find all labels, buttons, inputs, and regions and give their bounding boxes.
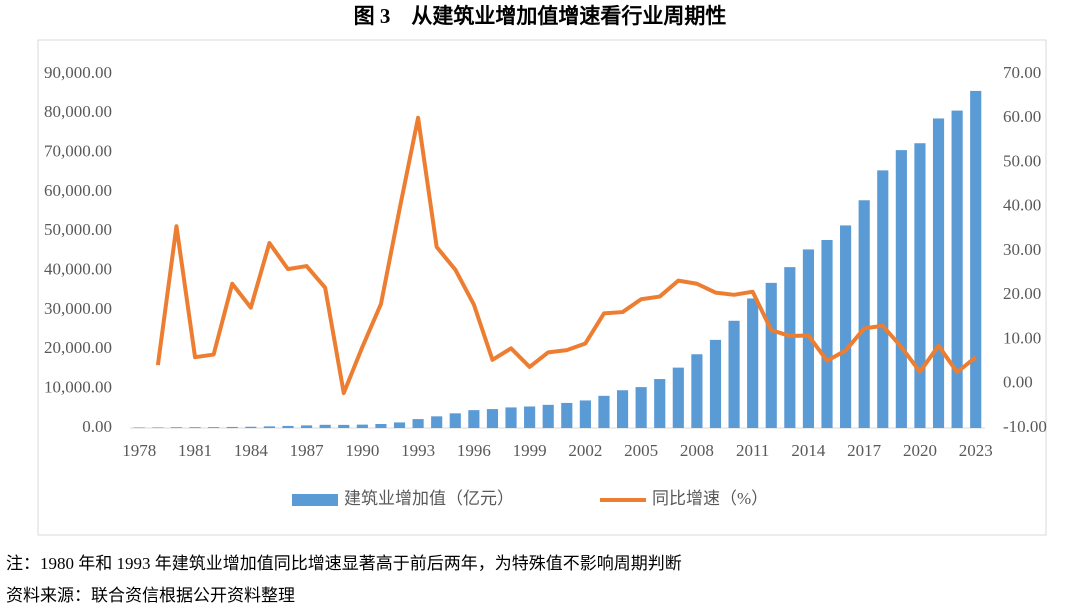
- x-tick-label: 2005: [624, 441, 658, 460]
- y2-tick-label: 40.00: [1003, 196, 1041, 215]
- y2-tick-label: 30.00: [1003, 240, 1041, 259]
- y-tick-label: 20,000.00: [44, 338, 112, 357]
- bar: [356, 424, 368, 428]
- x-tick-label: 2011: [736, 441, 769, 460]
- y-tick-label: 10,000.00: [44, 378, 112, 397]
- bar: [133, 427, 145, 428]
- bar: [598, 395, 610, 428]
- legend-label: 同比增速（%）: [652, 489, 768, 508]
- bar: [226, 426, 238, 428]
- bar: [505, 407, 517, 428]
- bar: [821, 239, 833, 428]
- y2-tick-label: 50.00: [1003, 151, 1041, 170]
- bar: [412, 419, 424, 428]
- y-tick-label: 0.00: [82, 417, 112, 436]
- bar: [747, 298, 759, 428]
- x-tick-label: 2023: [959, 441, 993, 460]
- bar: [895, 150, 907, 429]
- bar: [245, 426, 257, 428]
- bar: [877, 170, 889, 428]
- bar: [486, 409, 499, 428]
- y-tick-label: 50,000.00: [44, 220, 112, 239]
- x-tick-label: 2020: [903, 441, 937, 460]
- bar: [282, 425, 294, 428]
- x-tick-label: 1999: [513, 441, 547, 460]
- y-tick-label: 80,000.00: [44, 102, 112, 121]
- y-tick-label: 40,000.00: [44, 260, 112, 279]
- bar: [431, 416, 443, 428]
- legend-swatch: [292, 494, 338, 506]
- y2-tick-label: 60.00: [1003, 107, 1041, 126]
- bar: [301, 425, 313, 428]
- source: 资料来源：联合资信根据公开资料整理: [6, 586, 295, 605]
- x-tick-label: 1978: [122, 441, 156, 460]
- bar: [784, 267, 796, 428]
- bar: [932, 118, 945, 429]
- legend-label: 建筑业增加值（亿元）: [344, 489, 514, 508]
- bar: [338, 424, 350, 428]
- note: 注：1980 年和 1993 年建筑业增加值同比增速显著高于前后两年，为特殊值不…: [6, 554, 682, 573]
- bar: [542, 404, 554, 428]
- x-tick-label: 2017: [847, 441, 882, 460]
- y2-tick-label: 0.00: [1003, 373, 1033, 392]
- x-tick-label: 2014: [791, 441, 826, 460]
- bar: [579, 400, 591, 428]
- y-tick-label: 60,000.00: [44, 181, 112, 200]
- bar: [672, 367, 684, 428]
- x-tick-label: 1981: [178, 441, 212, 460]
- bar: [951, 110, 963, 428]
- x-tick-label: 1990: [345, 441, 379, 460]
- y2-tick-label: 20.00: [1003, 284, 1041, 303]
- bar: [654, 379, 666, 428]
- bar: [709, 339, 722, 428]
- x-tick-label: 2008: [680, 441, 714, 460]
- bar: [635, 387, 647, 428]
- bar: [765, 282, 777, 428]
- y-tick-label: 70,000.00: [44, 142, 112, 161]
- x-tick-label: 2002: [568, 441, 602, 460]
- bar: [319, 424, 331, 428]
- chart-frame: [37, 39, 1047, 536]
- y-tick-label: 30,000.00: [44, 299, 112, 318]
- line: [155, 115, 977, 396]
- x-tick-label: 1987: [290, 441, 325, 460]
- bar: [170, 427, 183, 428]
- bar: [393, 422, 406, 428]
- bar: [449, 413, 461, 428]
- bar: [524, 406, 536, 428]
- x-tick-label: 1993: [401, 441, 435, 460]
- bar: [728, 320, 740, 428]
- bar: [914, 143, 926, 428]
- chart-title: 图 3 从建筑业增加值增速看行业周期性: [354, 4, 727, 28]
- bar: [858, 200, 870, 428]
- bar: [208, 427, 220, 428]
- bar: [263, 426, 275, 428]
- bar: [691, 354, 703, 428]
- x-tick-label: 1984: [234, 441, 269, 460]
- bar: [375, 424, 387, 428]
- y-tick-label: 90,000.00: [44, 63, 112, 82]
- bar: [840, 225, 852, 428]
- bar: [468, 410, 480, 428]
- y2-tick-label: -10.00: [1003, 417, 1047, 436]
- bar: [970, 90, 982, 428]
- bar: [189, 427, 201, 428]
- bar: [616, 390, 629, 428]
- bar: [152, 427, 164, 428]
- y2-tick-label: 70.00: [1003, 63, 1041, 82]
- y2-tick-label: 10.00: [1003, 328, 1041, 347]
- bar: [561, 402, 573, 428]
- x-tick-label: 1996: [457, 441, 491, 460]
